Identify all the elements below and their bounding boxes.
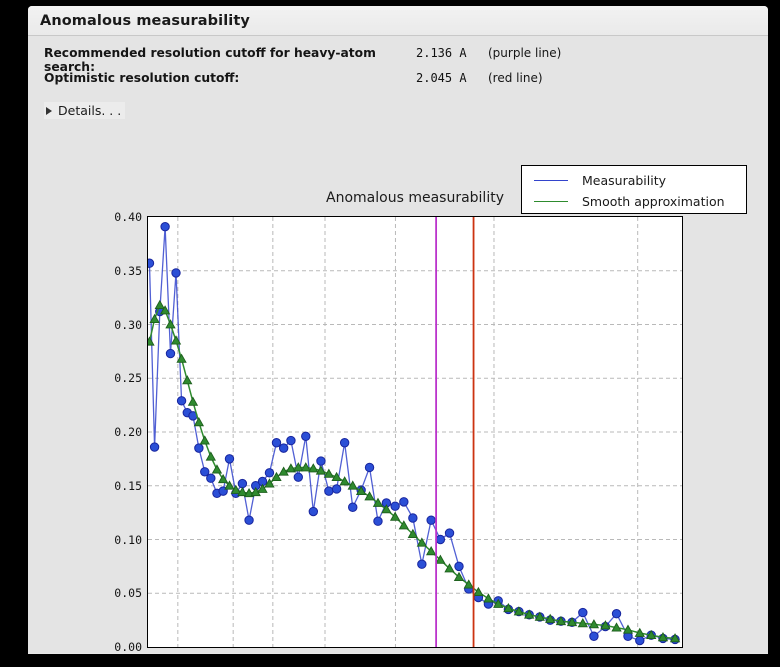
anomalous-measurability-figure: Measurability Smooth approximation Anoma… — [28, 154, 768, 654]
cutoff-info-list: Recommended resolution cutoff for heavy-… — [28, 36, 768, 96]
details-disclosure-button[interactable]: Details. . . — [44, 102, 126, 119]
details-label: Details. . . — [58, 103, 122, 118]
info-row-recommended-cutoff: Recommended resolution cutoff for heavy-… — [44, 46, 768, 74]
plot-canvas — [148, 217, 682, 647]
info-note: (purple line) — [488, 46, 562, 60]
info-note: (red line) — [488, 71, 543, 85]
page-title: Anomalous measurability — [40, 12, 250, 29]
x-tick-label: 2.75 — [259, 652, 287, 654]
chart-title: Anomalous measurability — [326, 190, 504, 206]
y-tick-label: 0.20 — [114, 425, 142, 439]
x-tick-label: 2.25 — [382, 652, 410, 654]
y-tick-label: 0.30 — [114, 317, 142, 332]
x-tick-label: 2.5 — [315, 652, 336, 654]
y-tick-label: 0.05 — [114, 586, 142, 601]
legend-label: Smooth approximation — [582, 194, 725, 209]
info-value: 2.045 A — [416, 71, 467, 85]
legend-swatch-smooth-approximation — [534, 201, 568, 202]
y-tick-label: 0.15 — [114, 478, 142, 493]
y-tick-label: 0.40 — [114, 210, 142, 224]
info-row-optimistic-cutoff: Optimistic resolution cutoff: 2.045 A (r… — [44, 71, 768, 96]
y-tick-label: 0.35 — [114, 263, 142, 278]
legend-swatch-measurability — [534, 180, 568, 181]
series-smooth-approximation — [148, 299, 681, 643]
x-tick-label: 1.75 — [624, 652, 652, 654]
info-value: 2.136 A — [416, 46, 467, 60]
chevron-right-icon — [46, 106, 52, 115]
x-tick-label: 3.0 — [223, 652, 244, 654]
plot-area — [147, 216, 683, 648]
anomalous-measurability-window: Anomalous measurability Recommended reso… — [28, 6, 768, 654]
x-tick-label: 3.5 — [167, 652, 188, 654]
series-measurability — [148, 221, 680, 646]
panel-header: Anomalous measurability — [28, 6, 768, 36]
y-tick-label: 0.25 — [114, 371, 142, 386]
y-axis-ticks: 0.40 0.35 0.30 0.25 0.20 0.15 0.10 0.05 0.00 — [88, 210, 142, 654]
legend-item-smooth-approximation: Smooth approximation — [522, 191, 746, 212]
y-tick-label: 0.00 — [114, 640, 142, 654]
y-tick-label: 0.10 — [114, 532, 142, 547]
legend-item-measurability: Measurability — [522, 170, 746, 191]
info-label: Recommended resolution cutoff for heavy-… — [44, 46, 376, 74]
x-tick-label: 2.0 — [484, 652, 505, 654]
chart-legend: Measurability Smooth approximation — [521, 165, 747, 214]
x-axis-ticks: 3.5 3.0 2.75 2.5 2.25 2.0 1.75 — [147, 650, 683, 654]
legend-label: Measurability — [582, 173, 667, 188]
info-label: Optimistic resolution cutoff: — [44, 71, 240, 85]
panel-body: Recommended resolution cutoff for heavy-… — [28, 36, 768, 654]
